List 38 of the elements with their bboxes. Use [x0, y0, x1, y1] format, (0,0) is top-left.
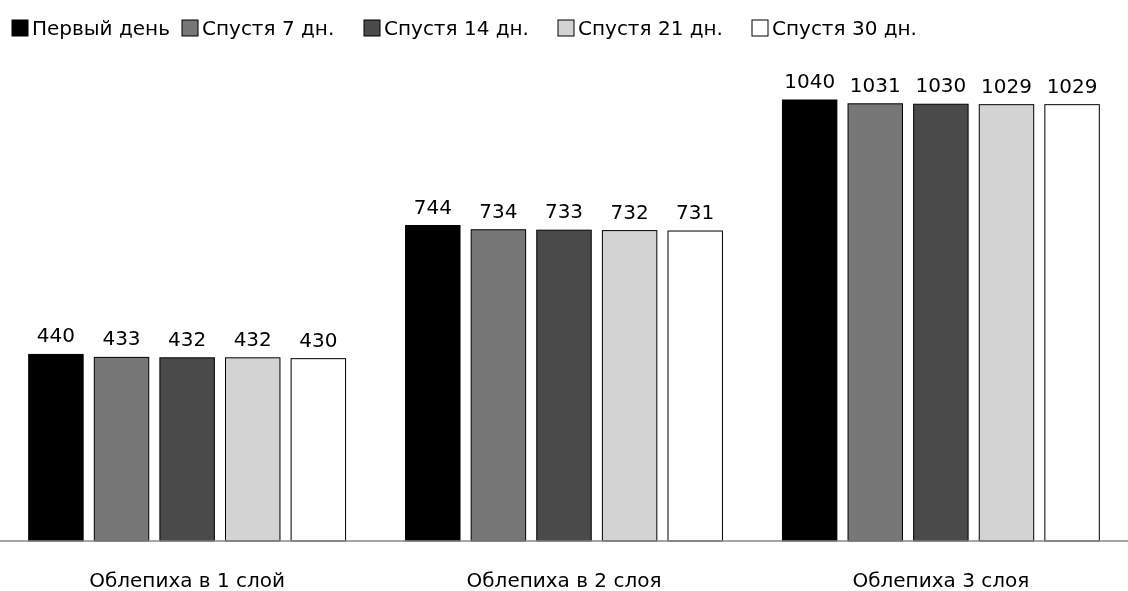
data-label: 1040 — [784, 69, 836, 93]
bar — [913, 103, 969, 542]
bar — [1044, 104, 1100, 542]
data-label: 732 — [610, 199, 649, 224]
bar — [28, 353, 84, 542]
legend-label: Спустя 30 дн. — [772, 16, 917, 40]
data-label: 433 — [102, 326, 141, 351]
data-label: 440 — [36, 323, 76, 348]
bar — [667, 230, 723, 542]
data-label: 1029 — [981, 73, 1032, 98]
bar — [159, 357, 215, 542]
data-label: 731 — [676, 200, 715, 225]
bar — [225, 357, 281, 542]
legend-label: Первый день — [32, 16, 170, 40]
data-label: 430 — [299, 327, 338, 352]
data-label: 734 — [479, 198, 518, 223]
data-label: 432 — [233, 326, 272, 351]
legend-label: Спустя 7 дн. — [202, 16, 335, 40]
data-label: 1031 — [849, 72, 901, 97]
data-label: 432 — [168, 326, 207, 351]
data-label: 1030 — [915, 73, 967, 98]
bar — [601, 230, 658, 542]
data-label: 733 — [544, 199, 584, 224]
x-tick-label: Облепиха в 1 слой — [89, 568, 286, 591]
bar — [847, 103, 903, 542]
legend-label: Спустя 21 дн. — [578, 16, 723, 40]
bar — [93, 356, 150, 542]
bar — [781, 99, 838, 542]
data-label: 1029 — [1046, 73, 1098, 98]
x-tick-label: Облепиха 3 слоя — [852, 568, 1030, 591]
x-tick-label: Облепиха в 2 слоя — [466, 568, 662, 591]
data-label: 744 — [413, 194, 452, 219]
bar — [290, 358, 347, 542]
bar — [536, 229, 592, 542]
legend-label: Спустя 14 дн. — [384, 16, 529, 40]
bar — [978, 104, 1035, 542]
bar — [405, 225, 461, 542]
bar — [470, 229, 527, 542]
